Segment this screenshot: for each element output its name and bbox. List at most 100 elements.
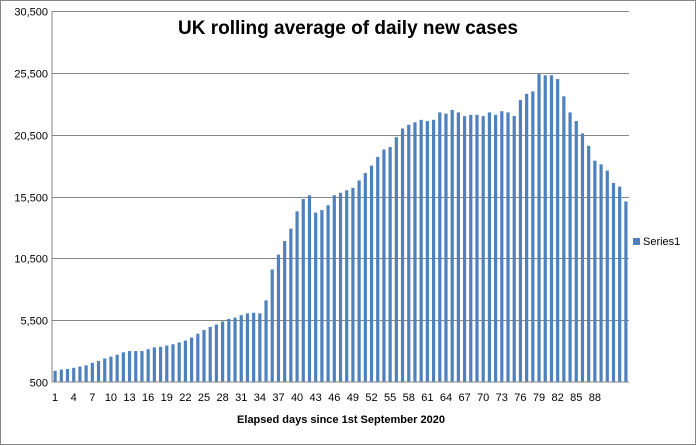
x-tick-label: 13 (123, 392, 135, 404)
bar (314, 212, 318, 382)
x-tick-label: 64 (440, 392, 452, 404)
legend: Series1 (633, 236, 680, 248)
bar (96, 360, 101, 382)
bar (419, 119, 423, 382)
bar (543, 75, 547, 382)
x-tick-label: 52 (365, 392, 377, 404)
bar (146, 349, 150, 382)
bar (357, 180, 361, 382)
bar (500, 111, 504, 383)
bar (264, 300, 268, 382)
x-tick-label: 28 (216, 392, 228, 404)
y-tick-label: 500 (30, 378, 48, 390)
bar (345, 190, 349, 382)
y-tick-label: 30,500 (14, 7, 48, 19)
bar (78, 366, 82, 382)
bar (568, 112, 572, 382)
x-tick-label: 10 (105, 392, 117, 404)
bar (283, 241, 287, 382)
bar-series (53, 74, 628, 383)
bar (276, 254, 281, 382)
bar (394, 137, 398, 382)
bar (158, 346, 163, 382)
bar (208, 326, 212, 382)
bar (183, 340, 187, 382)
x-tick-label: 58 (403, 392, 415, 404)
x-tick-label: 73 (496, 392, 508, 404)
bar (72, 367, 76, 382)
bar (376, 156, 380, 382)
bar (152, 347, 156, 382)
x-tick-label: 16 (142, 392, 154, 404)
bar (289, 228, 293, 382)
bar (518, 100, 523, 382)
bar (233, 317, 237, 382)
bar (624, 201, 628, 382)
bar (494, 114, 498, 382)
x-tick-label: 43 (310, 392, 322, 404)
x-tick-label: 85 (570, 392, 582, 404)
bar (320, 210, 324, 382)
bar (487, 112, 491, 382)
y-tick-label: 15,500 (14, 193, 48, 205)
bar (171, 344, 175, 382)
bar (407, 124, 411, 383)
bar (53, 370, 57, 382)
bar (177, 342, 181, 382)
x-tick-label: 25 (198, 392, 210, 404)
x-tick-label: 67 (458, 392, 470, 404)
x-tick-label: 70 (477, 392, 489, 404)
bar (295, 211, 299, 382)
bar (469, 114, 473, 382)
bar (438, 112, 442, 382)
x-tick-label: 4 (71, 392, 77, 404)
bar (221, 321, 225, 382)
bar (252, 312, 256, 382)
bar (444, 113, 448, 382)
bar (574, 121, 578, 382)
bar (512, 116, 516, 383)
bar (611, 182, 616, 382)
bar (214, 324, 219, 382)
bar (332, 195, 336, 382)
bar (165, 345, 169, 382)
bar (202, 330, 206, 382)
legend-label: Series1 (643, 236, 680, 248)
bar (270, 269, 274, 382)
x-tick-label: 88 (589, 392, 601, 404)
bar (109, 356, 113, 382)
axes (51, 11, 629, 383)
bar (103, 358, 107, 382)
y-tick-label: 5,500 (20, 316, 48, 328)
bar (462, 116, 467, 383)
x-tick-label: 55 (384, 392, 396, 404)
x-tick-label: 46 (328, 392, 340, 404)
bar (580, 133, 585, 382)
bar (127, 351, 132, 382)
x-tick-label: 40 (291, 392, 303, 404)
x-tick-label: 19 (161, 392, 173, 404)
bar (245, 313, 250, 382)
x-tick-label: 49 (347, 392, 359, 404)
bar (369, 165, 374, 382)
bar (605, 170, 609, 382)
bar (537, 74, 541, 382)
bar (115, 354, 119, 382)
y-tick-label: 10,500 (14, 254, 48, 266)
bar (525, 93, 529, 383)
x-tick-label: 61 (421, 392, 433, 404)
bar (84, 365, 88, 382)
bar (307, 195, 312, 382)
bar (475, 114, 479, 382)
bar (59, 369, 63, 382)
bar (363, 173, 367, 382)
bar (134, 351, 138, 382)
bar (549, 75, 554, 382)
bar (239, 315, 243, 382)
x-tick-label: 7 (89, 392, 95, 404)
bar (562, 96, 566, 382)
bar (413, 122, 417, 383)
x-tick-label: 76 (514, 392, 526, 404)
bar (140, 351, 144, 382)
